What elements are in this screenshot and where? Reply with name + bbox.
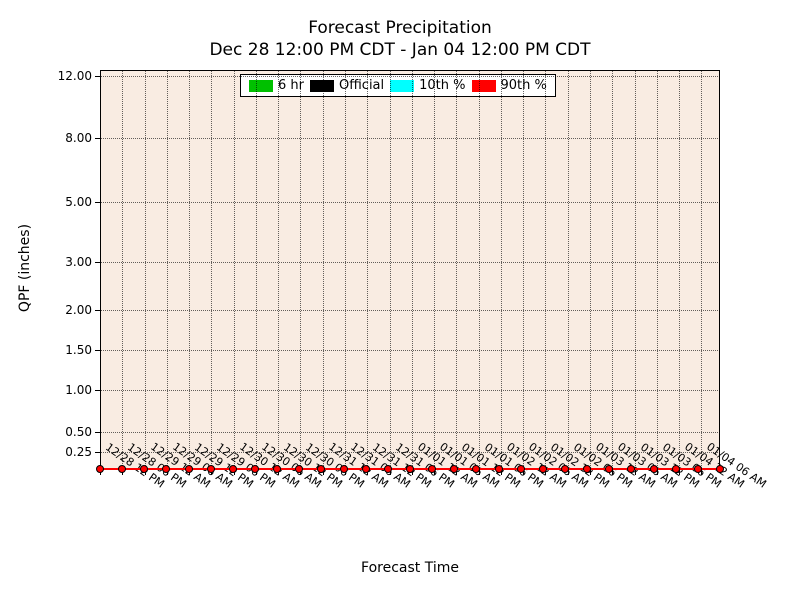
chart-legend: 6 hr Official 10th % 90th % <box>240 74 556 97</box>
y-tick-label: 0.50 <box>52 425 92 439</box>
y-tick-label: 2.00 <box>52 303 92 317</box>
chart-title-main: Forecast Precipitation <box>0 18 800 38</box>
series-marker <box>694 465 702 473</box>
grid-line-horizontal <box>100 310 720 311</box>
grid-line-vertical <box>211 70 212 470</box>
legend-item: Official <box>310 78 384 93</box>
series-marker <box>627 465 635 473</box>
grid-line-vertical <box>122 70 123 470</box>
series-marker <box>162 465 170 473</box>
series-marker <box>406 465 414 473</box>
series-marker <box>672 465 680 473</box>
series-marker <box>716 465 724 473</box>
grid-line-horizontal <box>100 350 720 351</box>
plot-area <box>100 70 720 470</box>
series-marker <box>605 465 613 473</box>
grid-line-vertical <box>456 70 457 470</box>
grid-line-vertical <box>256 70 257 470</box>
x-axis-label: Forecast Time <box>100 560 720 576</box>
y-tick-label: 3.00 <box>52 255 92 269</box>
grid-line-vertical <box>635 70 636 470</box>
chart-title-sub: Dec 28 12:00 PM CDT - Jan 04 12:00 PM CD… <box>0 40 800 60</box>
grid-line-vertical <box>434 70 435 470</box>
grid-line-horizontal <box>100 202 720 203</box>
grid-line-vertical <box>234 70 235 470</box>
chart-container: Forecast Precipitation Dec 28 12:00 PM C… <box>0 0 800 600</box>
series-marker <box>317 465 325 473</box>
legend-swatch <box>249 80 273 92</box>
series-marker <box>273 465 281 473</box>
y-tick-label: 12.00 <box>52 69 92 83</box>
grid-line-vertical <box>523 70 524 470</box>
series-marker <box>340 465 348 473</box>
legend-swatch <box>472 80 496 92</box>
grid-line-vertical <box>612 70 613 470</box>
series-marker <box>118 465 126 473</box>
legend-item: 10th % <box>390 78 465 93</box>
legend-item: 90th % <box>472 78 547 93</box>
grid-line-horizontal <box>100 432 720 433</box>
series-marker <box>517 465 525 473</box>
series-marker <box>207 465 215 473</box>
series-marker <box>583 465 591 473</box>
series-marker <box>185 465 193 473</box>
grid-line-horizontal <box>100 262 720 263</box>
series-marker <box>384 465 392 473</box>
grid-line-vertical <box>390 70 391 470</box>
series-marker <box>561 465 569 473</box>
series-marker <box>472 465 480 473</box>
y-tick-label: 0.25 <box>52 445 92 459</box>
x-tick <box>701 470 702 475</box>
grid-line-vertical <box>501 70 502 470</box>
grid-line-vertical <box>679 70 680 470</box>
series-marker <box>251 465 259 473</box>
y-tick-label: 5.00 <box>52 195 92 209</box>
grid-line-vertical <box>278 70 279 470</box>
grid-line-vertical <box>323 70 324 470</box>
grid-line-vertical <box>479 70 480 470</box>
series-marker <box>229 465 237 473</box>
y-tick-label: 1.50 <box>52 343 92 357</box>
series-marker <box>362 465 370 473</box>
legend-label: 10th % <box>419 78 465 93</box>
grid-line-vertical <box>167 70 168 470</box>
series-marker <box>96 465 104 473</box>
grid-line-vertical <box>545 70 546 470</box>
series-marker <box>295 465 303 473</box>
grid-line-horizontal <box>100 390 720 391</box>
series-marker <box>539 465 547 473</box>
y-axis-label: QPF (inches) <box>17 218 33 318</box>
y-tick-label: 8.00 <box>52 131 92 145</box>
series-marker <box>450 465 458 473</box>
grid-line-vertical <box>367 70 368 470</box>
grid-line-vertical <box>145 70 146 470</box>
grid-line-vertical <box>412 70 413 470</box>
legend-swatch <box>390 80 414 92</box>
grid-line-vertical <box>657 70 658 470</box>
y-tick-label: 1.00 <box>52 383 92 397</box>
grid-line-horizontal <box>100 138 720 139</box>
series-marker <box>495 465 503 473</box>
series-marker <box>140 465 148 473</box>
series-marker <box>428 465 436 473</box>
grid-line-horizontal <box>100 76 720 77</box>
grid-line-vertical <box>568 70 569 470</box>
grid-line-vertical <box>300 70 301 470</box>
grid-line-vertical <box>189 70 190 470</box>
grid-line-vertical <box>701 70 702 470</box>
grid-line-vertical <box>345 70 346 470</box>
series-marker <box>650 465 658 473</box>
grid-line-vertical <box>100 70 101 470</box>
grid-line-vertical <box>590 70 591 470</box>
legend-item: 6 hr <box>249 78 304 93</box>
